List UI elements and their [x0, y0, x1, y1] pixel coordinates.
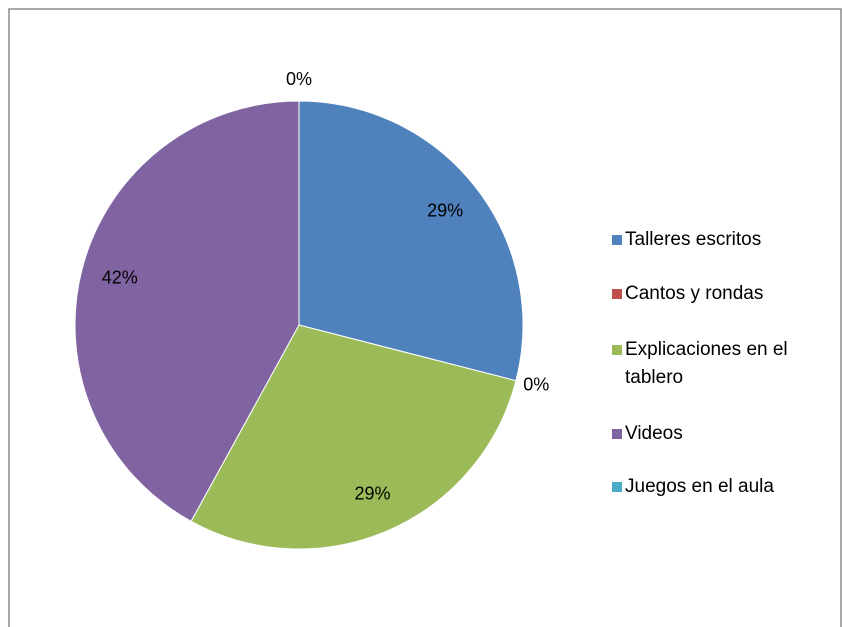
legend-item: Explicaciones en el tablero — [612, 336, 835, 392]
legend-item: Juegos en el aula — [612, 473, 835, 501]
pie-slice — [74, 100, 300, 522]
data-label: 0% — [286, 69, 312, 89]
pie-slice — [298, 100, 524, 382]
data-label: 29% — [427, 200, 463, 220]
legend-label: Juegos en el aula — [625, 476, 774, 497]
data-label: 0% — [523, 375, 549, 395]
legend-swatch — [612, 289, 622, 299]
pie-slice — [190, 324, 517, 550]
data-label: 29% — [354, 484, 390, 504]
legend-swatch — [612, 235, 622, 245]
legend-label: Explicaciones en el tablero — [625, 339, 788, 388]
legend-item: Videos — [612, 420, 835, 448]
legend-label: Videos — [625, 423, 683, 444]
legend-item: Talleres escritos — [612, 226, 835, 254]
legend-swatch — [612, 429, 622, 439]
legend-label: Cantos y rondas — [625, 283, 764, 304]
legend-label: Talleres escritos — [625, 229, 762, 250]
legend-swatch — [612, 345, 622, 355]
legend-swatch — [612, 482, 622, 492]
legend-item: Cantos y rondas — [612, 280, 835, 308]
data-label: 42% — [102, 268, 138, 288]
chart-border — [8, 8, 842, 627]
